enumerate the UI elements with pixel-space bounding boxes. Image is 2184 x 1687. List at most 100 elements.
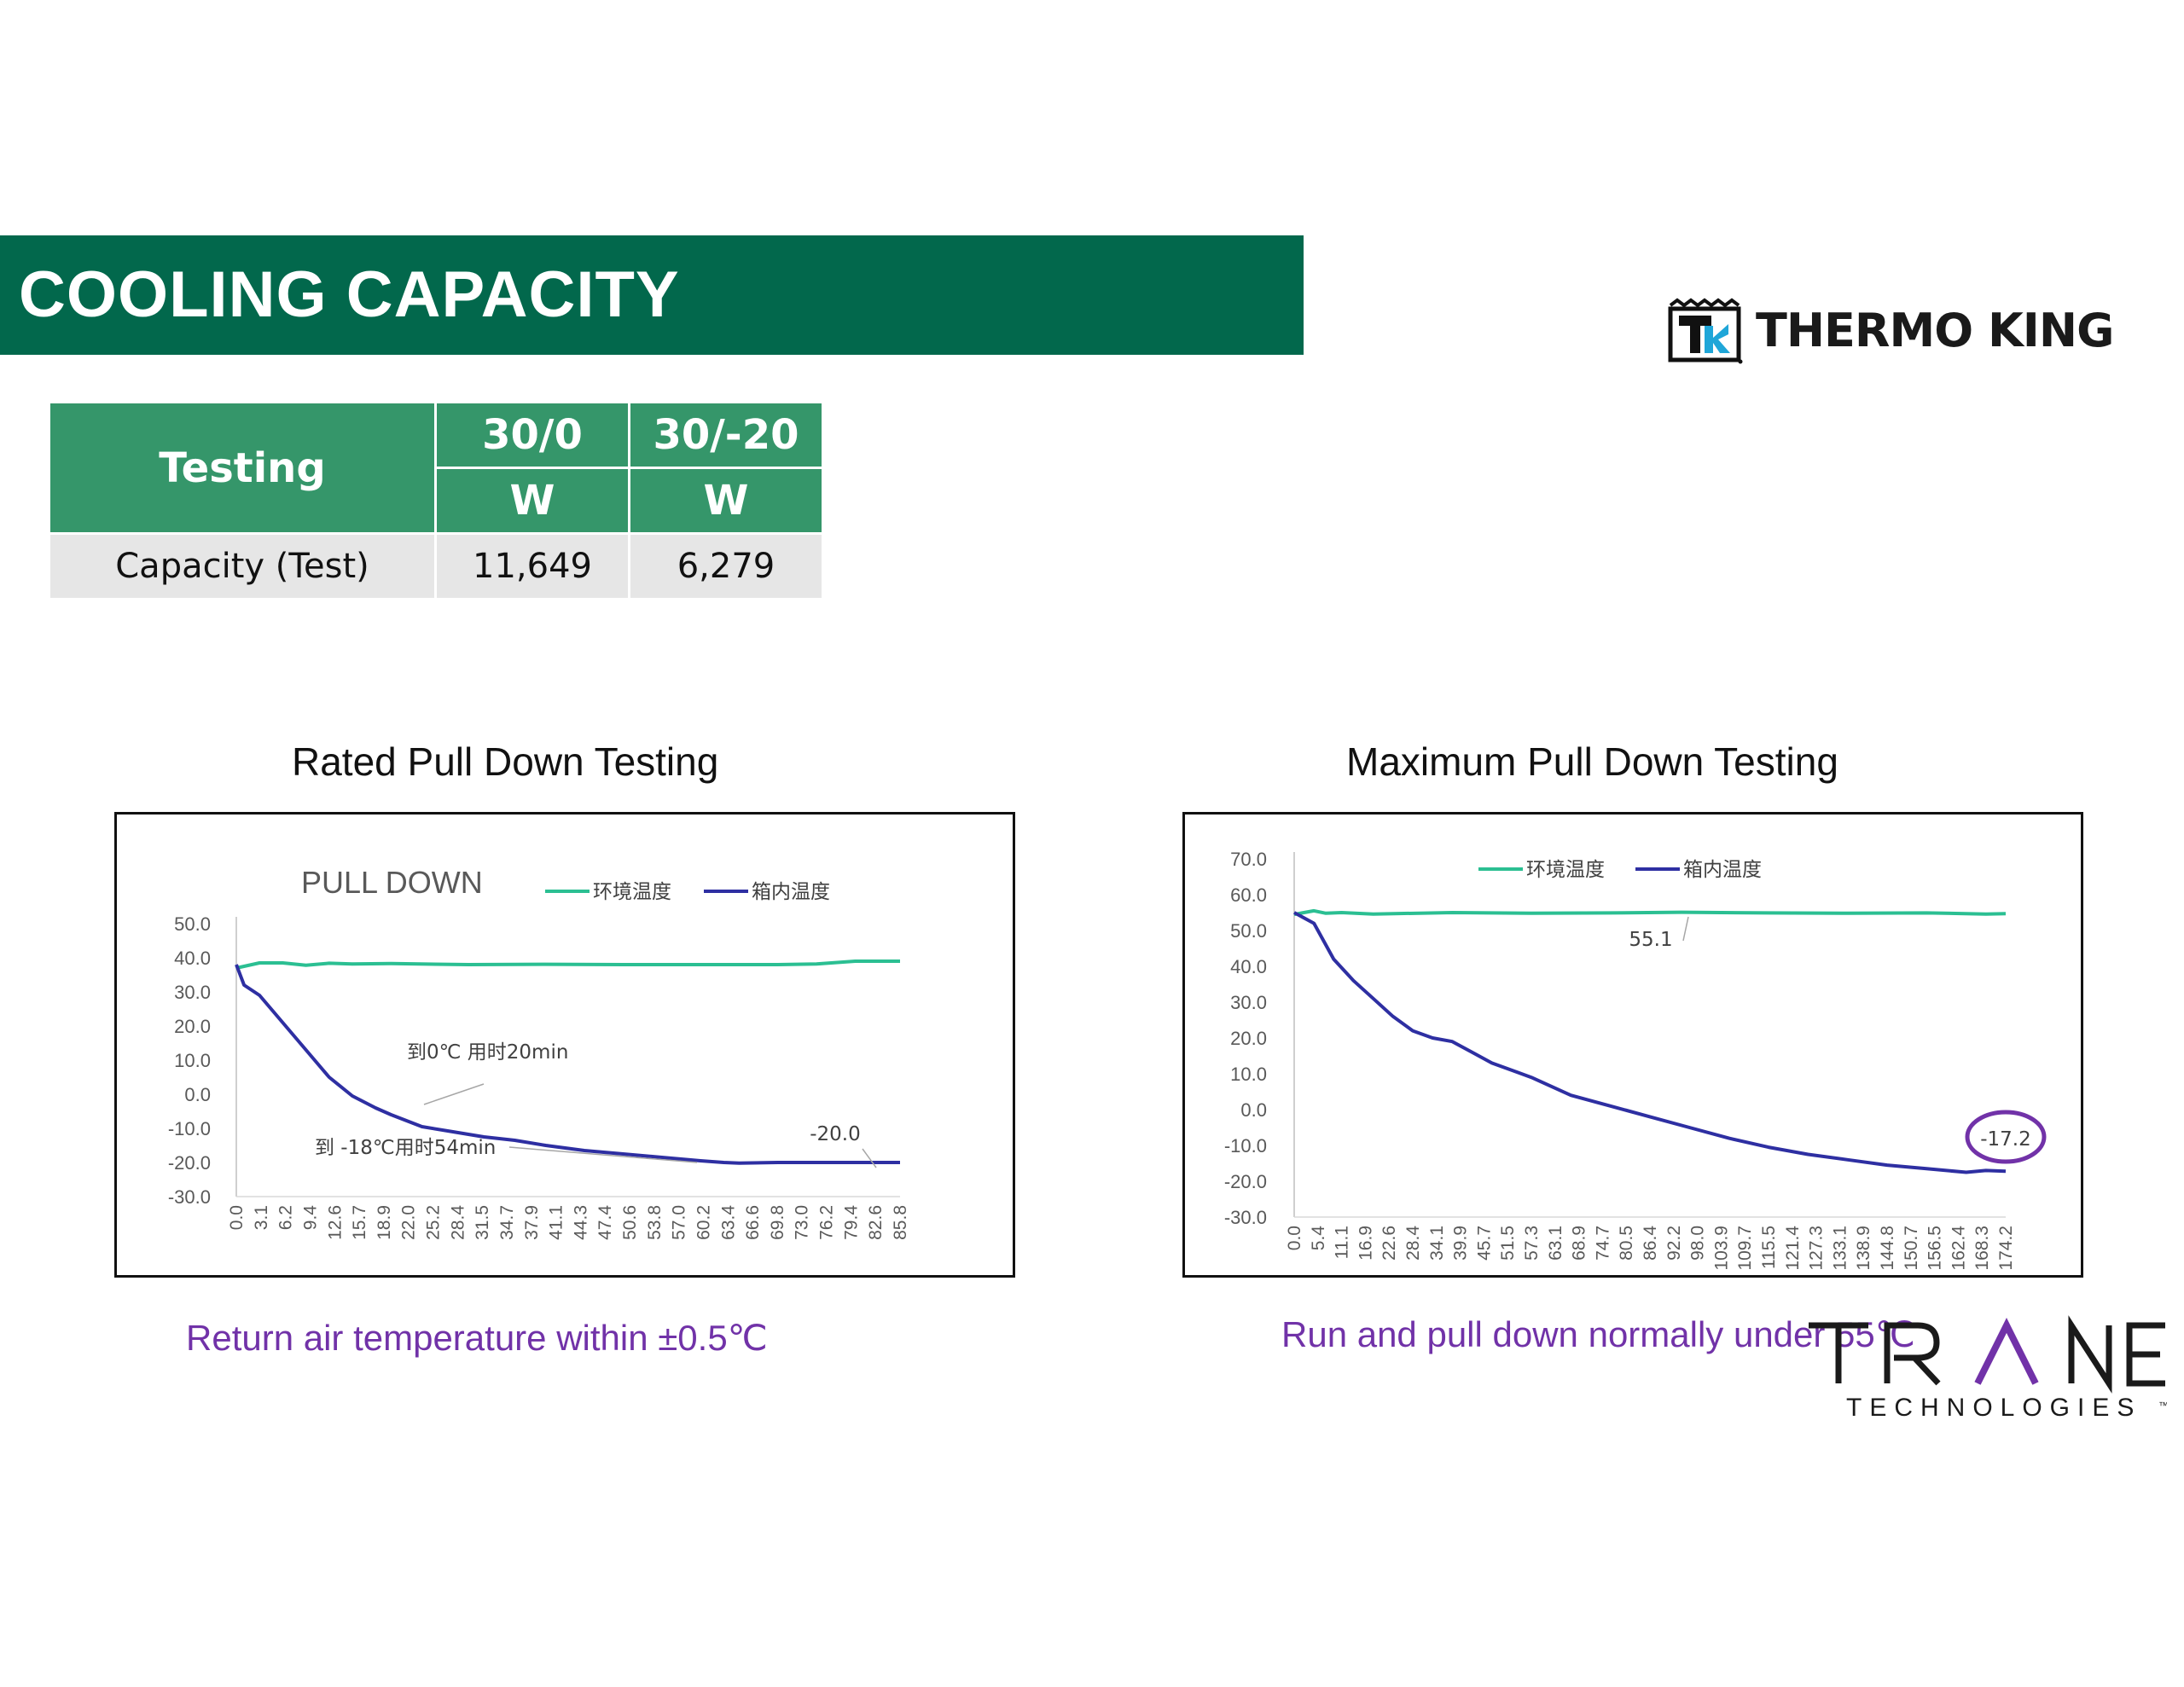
y-tick-label: -30.0	[1224, 1207, 1267, 1228]
x-tick-label: 0.0	[227, 1205, 247, 1230]
x-tick-label: 15.7	[350, 1205, 369, 1240]
x-tick-label: 74.7	[1593, 1226, 1612, 1261]
x-tick-label: 16.9	[1356, 1226, 1375, 1261]
y-tick-label: -10.0	[1224, 1135, 1267, 1157]
x-tick-label: 45.7	[1474, 1226, 1494, 1261]
thermo-king-wordmark: THERMO KING	[1756, 304, 2114, 357]
series-line	[235, 959, 900, 970]
column-header-condition: 30/0	[434, 401, 630, 469]
trane-logo: TECHNOLOGIES ™	[1809, 1313, 2169, 1424]
x-tick-label: 18.9	[375, 1205, 394, 1240]
annotation-label: 到0℃ 用时20min	[407, 1041, 568, 1064]
x-tick-label: 63.1	[1546, 1226, 1565, 1261]
x-tick-label: 44.3	[571, 1205, 590, 1240]
y-tick-label: 10.0	[174, 1050, 211, 1071]
x-tick-label: 121.4	[1783, 1226, 1803, 1271]
x-tick-label: 68.9	[1570, 1226, 1589, 1261]
column-header-unit: W	[434, 467, 630, 535]
y-tick-label: 20.0	[174, 1016, 211, 1037]
y-tick-label: 50.0	[174, 913, 211, 935]
x-tick-label: 60.2	[694, 1205, 713, 1240]
rated-caption: Return air temperature within ±0.5℃	[186, 1318, 768, 1358]
x-tick-label: 133.1	[1830, 1226, 1850, 1271]
x-tick-label: 79.4	[841, 1205, 861, 1240]
x-tick-label: 162.4	[1949, 1226, 1968, 1271]
chart-title: PULL DOWN	[301, 865, 483, 900]
trane-subtitle: TECHNOLOGIES	[1846, 1394, 2141, 1422]
x-tick-label: 22.6	[1380, 1226, 1399, 1261]
series-line	[1293, 911, 2007, 1174]
x-tick-label: 63.4	[718, 1205, 738, 1240]
x-tick-label: 3.1	[252, 1205, 271, 1230]
x-tick-label: 28.4	[1403, 1226, 1423, 1261]
x-tick-label: 5.4	[1309, 1226, 1328, 1251]
x-tick-label: 150.7	[1902, 1226, 1921, 1271]
x-tick-label: 22.0	[399, 1205, 419, 1240]
annotation-label: -17.2	[1980, 1128, 2031, 1151]
x-tick-label: 57.0	[670, 1205, 689, 1240]
annotation-leader	[862, 1148, 877, 1168]
annotation-leader	[423, 1083, 485, 1105]
x-tick-label: 51.5	[1498, 1226, 1518, 1261]
annotation-label: 到 -18℃用时54min	[315, 1137, 496, 1159]
x-tick-label: 6.2	[276, 1205, 296, 1230]
x-tick-label: 109.7	[1735, 1226, 1755, 1271]
x-tick-label: 156.5	[1926, 1226, 1945, 1271]
capacity-table: Testing 30/0 30/-20 W W Capacity (Test) …	[48, 401, 824, 600]
row-label: Capacity (Test)	[48, 532, 437, 600]
x-tick-label: 76.2	[817, 1205, 837, 1240]
y-tick-label: 0.0	[184, 1084, 211, 1105]
x-tick-label: 34.1	[1427, 1226, 1447, 1261]
y-tick-label: 40.0	[174, 948, 211, 969]
thermo-king-logo: THERMO KING	[1667, 297, 2145, 365]
maximum-pull-down-chart: 70.0 60.0 50.0 40.0 30.0 20.0 10.0 0.0 -10.0 -20.…	[1182, 812, 2083, 1278]
x-tick-label: 12.6	[325, 1205, 345, 1240]
y-tick-label: 30.0	[174, 982, 211, 1003]
table-cell: 11,649	[434, 532, 630, 600]
page-title: COOLING CAPACITY	[19, 258, 680, 331]
series-line	[235, 964, 900, 1165]
y-tick-label: -30.0	[168, 1186, 211, 1208]
legend-label: 环境温度	[1526, 859, 1605, 881]
x-tick-label: 86.4	[1641, 1226, 1660, 1261]
rated-section-title: Rated Pull Down Testing	[292, 739, 719, 784]
x-tick-label: 28.4	[448, 1205, 468, 1240]
y-tick-label: 0.0	[1240, 1099, 1267, 1121]
maximum-section-title: Maximum Pull Down Testing	[1346, 739, 1838, 784]
x-tick-label: 73.0	[793, 1205, 812, 1240]
y-tick-label: 70.0	[1230, 849, 1267, 870]
x-tick-label: 92.2	[1664, 1226, 1684, 1261]
y-tick-label: 10.0	[1230, 1064, 1267, 1085]
x-tick-label: 34.7	[497, 1205, 517, 1240]
trane-wordmark: TECHNOLOGIES ™	[1809, 1315, 2169, 1422]
x-tick-label: 53.8	[645, 1205, 665, 1240]
series-line	[1293, 908, 2007, 917]
x-tick-label: 138.9	[1854, 1226, 1873, 1271]
x-tick-label: 98.0	[1688, 1226, 1708, 1261]
x-tick-label: 82.6	[866, 1205, 886, 1240]
y-tick-label: -20.0	[1224, 1171, 1267, 1192]
tk-logo-icon	[1668, 298, 1743, 364]
x-tick-label: 37.9	[522, 1205, 542, 1240]
x-tick-label: 168.3	[1972, 1226, 1992, 1271]
x-tick-label: 39.9	[1451, 1226, 1471, 1261]
annotation-label: -20.0	[810, 1123, 861, 1145]
x-tick-label: 174.2	[1996, 1226, 2016, 1271]
rated-pull-down-chart: PULL DOWN 50.0 40.0 30.0 20.0 10.0 0.0 -10.0 -20…	[114, 812, 1015, 1278]
chart-svg: PULL DOWN 50.0 40.0 30.0 20.0 10.0 0.0 -10.0 -20…	[168, 865, 910, 1240]
table-header-testing: Testing	[48, 401, 437, 535]
y-tick-label: 40.0	[1230, 956, 1267, 977]
annotation-leader	[508, 1146, 698, 1163]
legend-label: 箱内温度	[1683, 859, 1762, 881]
y-tick-label: 60.0	[1230, 884, 1267, 906]
x-tick-label: 69.8	[768, 1205, 787, 1240]
x-tick-label: 41.1	[547, 1205, 566, 1240]
legend-label: 箱内温度	[752, 881, 830, 903]
chart-svg: 70.0 60.0 50.0 40.0 30.0 20.0 10.0 0.0 -10.0 -20.…	[1224, 849, 2047, 1271]
legend-label: 环境温度	[593, 881, 671, 903]
x-tick-label: 9.4	[300, 1205, 320, 1231]
y-tick-label: 30.0	[1230, 992, 1267, 1013]
x-tick-label: 50.6	[620, 1205, 640, 1240]
annotation-leader	[1682, 916, 1689, 942]
table-row: Capacity (Test) 11,649 6,279	[48, 532, 824, 600]
